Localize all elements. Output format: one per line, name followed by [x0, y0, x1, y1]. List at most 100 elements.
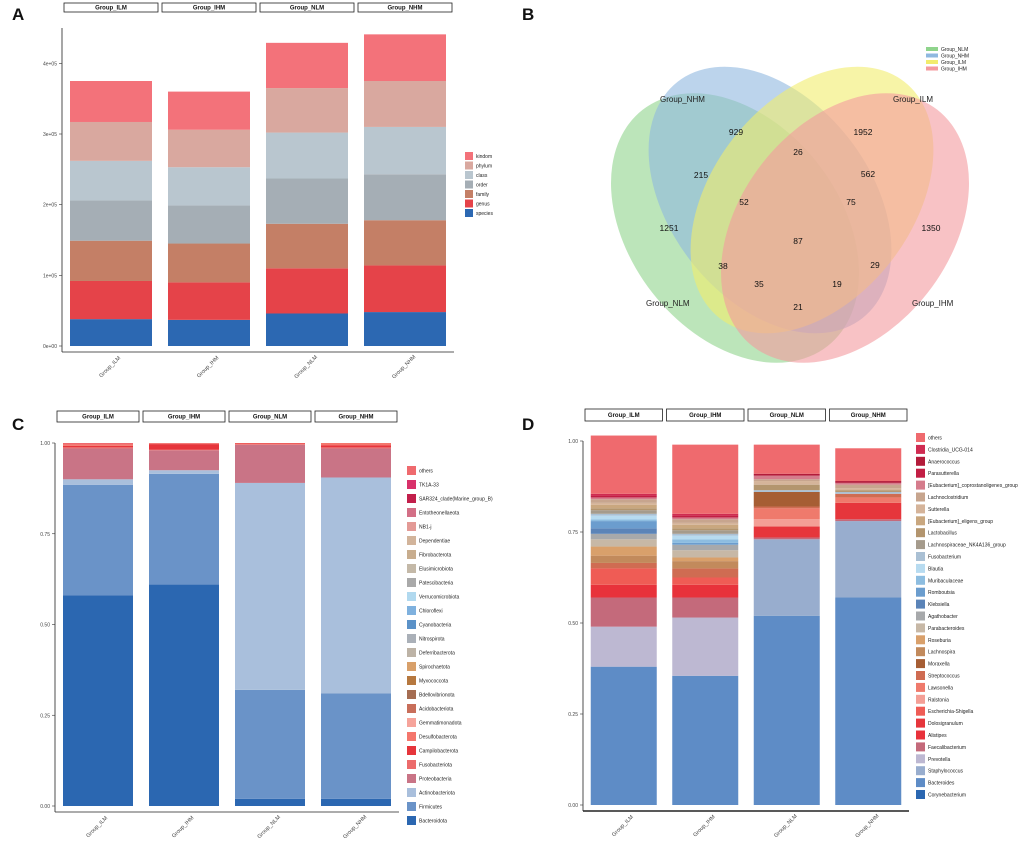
panel-c-facet-label: Group_NHM: [339, 415, 374, 421]
panel-d-legend-key-blautia: [916, 563, 925, 573]
panel-d-legend-label: Sutterella: [928, 507, 949, 513]
panel-d-bar-segment-moraxella: [753, 491, 820, 507]
panel-c-bar-segment-bacteroidota: [63, 595, 133, 806]
panel-d-facet-strip: [584, 408, 663, 422]
panel-c-legend-key-dependentiae: [407, 536, 416, 545]
panel-c-bar-segment-fusobacteriota: [149, 449, 219, 451]
panel-c-legend-label: NB1-j: [419, 525, 432, 531]
panel-c-legend-label: Proteobacteria: [419, 777, 452, 783]
panel-c-legend-key-gemmatimonadota: [407, 718, 416, 727]
panel-a-y-tick-label: 1e+05: [43, 273, 57, 279]
panel-d-legend-label: others: [928, 436, 942, 442]
panel-d-legend-key-klebsiella: [916, 599, 925, 609]
panel-c-bar-segment-bacteroidota: [321, 798, 391, 806]
panel-d-legend-label: Faecalibacterium: [928, 745, 966, 751]
panel-a-facet-strip: [357, 2, 453, 13]
panel-d-bar-segment-lachnoclostridium: [835, 484, 902, 489]
panel-a-bar-segment-kindom: [364, 34, 446, 81]
panel-a-bar-segment-order: [168, 205, 250, 244]
panel-d-bar-segment-others: [835, 448, 902, 482]
panel-c-bar-segment-campilobacterota: [63, 445, 133, 447]
panel-a-bar-segment-kindom: [70, 81, 152, 122]
panel-c-bar-segment-campilobacterota: [235, 443, 305, 445]
panel-d-bar-segment-klebsiella: [590, 528, 657, 534]
panel-d-legend-key-parasutterella: [916, 468, 925, 478]
panel-a-legend-label: order: [476, 183, 488, 189]
panel-c-facet-strip: [228, 410, 312, 423]
panel-a-rank-counts-chart: Group_ILM Group_IHM Group_NLM Group_NHM 0e+0…: [43, 2, 493, 380]
panel-d-bar-segment-faecalibacterium: [835, 519, 902, 522]
panel-a-bar-segment-species: [70, 319, 152, 346]
panel-c-facet-label: Group_ILM: [82, 415, 114, 421]
panel-a-legend-label: genus: [476, 202, 490, 208]
panel-d-bar-segment-streptococcus: [590, 562, 657, 569]
venn-region-count: 21: [793, 302, 803, 312]
panel-c-bar-segment-fusobacteriota: [321, 447, 391, 449]
panel-c-legend-label: Fusobacteriota: [419, 763, 452, 769]
panel-d-bar-segment-blautia: [590, 515, 657, 520]
panel-d-facet-label: Group_ILM: [608, 413, 640, 419]
panel-c-bar-segment-proteobacteria: [321, 448, 391, 478]
panel-a-legend-key-phylum: [465, 161, 473, 170]
panel-d-legend-key-prevotella: [916, 754, 925, 764]
panel-d-bar-segment-streptococcus: [753, 506, 820, 509]
panel-c-legend-label: TK1A-33: [419, 483, 439, 489]
venn-legend-key-group-ilm: [926, 60, 938, 64]
panel-a-bar-segment-species: [168, 319, 250, 346]
panel-d-bar-segment-lachnoclostridium: [753, 479, 820, 482]
panel-d-legend-label: Alistipes: [928, 733, 947, 739]
panel-d-facet-label: Group_NLM: [770, 413, 804, 419]
panel-c-bar-segment-fusobacteriota: [63, 446, 133, 449]
panel-d-legend-label: Dolosigranulum: [928, 721, 963, 727]
panel-d-legend-key-romboutsia: [916, 587, 925, 597]
panel-d-bar-segment-parasutterella: [590, 495, 657, 498]
panel-a-facet-label: Group_NLM: [290, 6, 324, 12]
panel-a-bar-segment-class: [266, 132, 348, 179]
panel-d-bar-segment-lachnospira: [672, 561, 739, 569]
panel-a-facet-strip: [161, 2, 257, 13]
panel-a-facet-label: Group_NHM: [388, 6, 423, 12]
panel-a-bar-segment-class: [70, 160, 152, 201]
panel-a-facet-strip: [259, 2, 355, 13]
panel-c-legend-label: Acidobacteriota: [419, 707, 454, 713]
panel-d-bar-segment-fusobacterium: [672, 533, 739, 536]
panel-d-bar-segment-lawsonella: [753, 508, 820, 520]
panel-c-bar-segment-firmicutes: [235, 689, 305, 799]
panel-d-legend-label: Ralstonia: [928, 697, 949, 703]
venn-region-count: 929: [729, 127, 743, 137]
panel-c-legend-key-entotheonellaeota: [407, 508, 416, 517]
panel-d-legend-key-lachnoclostridium: [916, 492, 925, 502]
panel-d-bar-segment-roseburia: [590, 546, 657, 556]
panel-d-bar-segment-romboutsia: [590, 521, 657, 529]
panel-d-legend-key-roseburia: [916, 635, 925, 645]
panel-c-facet-strip: [142, 410, 226, 423]
panel-a-legend-label: class: [476, 173, 488, 179]
panel-c-legend-key-sar324-clade-marine-group-b: [407, 494, 416, 503]
panel-d-legend-key-corynebacterium: [916, 790, 925, 799]
panel-d-facet-label: Group_IHM: [689, 413, 721, 419]
panel-d-letter: D: [522, 415, 534, 434]
venn-set-label-group-nhm: Group_NHM: [660, 95, 705, 104]
panel-d-bar-segment-sutterella: [590, 502, 657, 505]
panel-c-legend-key-chloroflexi: [407, 606, 416, 615]
panel-d-legend-key-staphylococcus: [916, 766, 925, 776]
panel-d-bar-segment-eubacterium-eligens-group: [672, 524, 739, 529]
venn-region-count: 87: [793, 236, 803, 246]
panel-d-legend-key-eubacterium-eligens-group: [916, 516, 925, 526]
panel-a-bar-segment-kindom: [168, 91, 250, 130]
panel-d-bar-segment-others: [753, 444, 820, 474]
panel-d-legend-label: Anaerococcus: [928, 459, 960, 465]
panel-d-legend-label: Staphylococcus: [928, 769, 964, 775]
panel-d-legend-label: Parasutterella: [928, 471, 959, 477]
panel-c-legend-key-spirochaetota: [407, 662, 416, 671]
panel-a-bar-segment-phylum: [70, 121, 152, 161]
panel-d-bar-segment-sutterella: [835, 488, 902, 491]
panel-a-facet-strip: [63, 2, 159, 13]
panel-c-legend-key-patescibacteria: [407, 578, 416, 587]
panel-d-legend-label: Prevotella: [928, 757, 950, 763]
panel-c-facet-strip: [314, 410, 398, 423]
panel-c-legend-label: SAR324_clade(Marine_group_B): [419, 497, 493, 503]
venn-legend-key-group-nlm: [926, 47, 938, 51]
panel-a-facet-label: Group_ILM: [95, 6, 127, 12]
panel-c-bar-segment-actinobacteriota: [63, 479, 133, 485]
